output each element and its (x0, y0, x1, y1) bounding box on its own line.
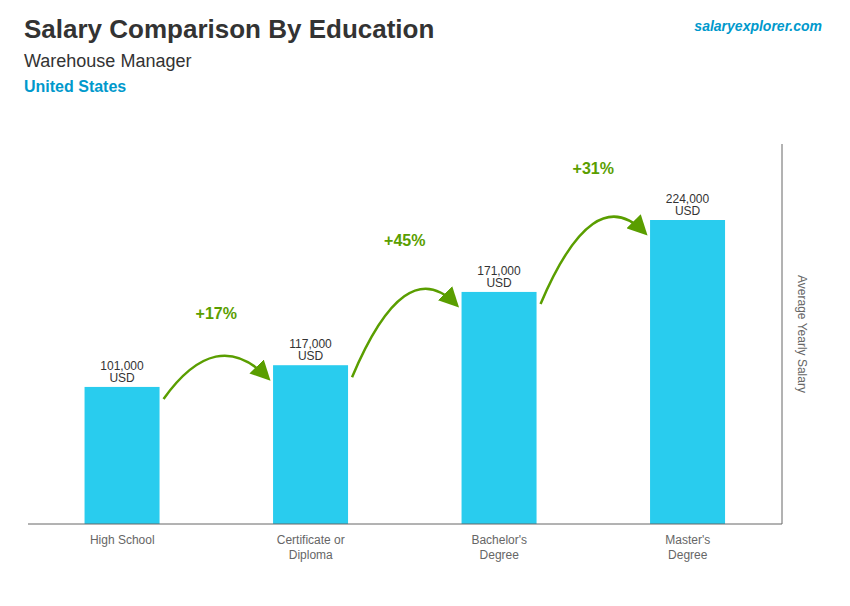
svg-text:Certificate orDiploma: Certificate orDiploma (277, 533, 345, 562)
svg-text:+31%: +31% (573, 160, 614, 177)
html-text:Salary Comparison By Education: Salary Comparison By Education (24, 14, 435, 44)
html-text:Warehouse Manager: Warehouse Manager (24, 51, 192, 71)
svg-text:+45%: +45% (384, 232, 425, 249)
svg-text:Bachelor'sDegree: Bachelor'sDegree (471, 533, 527, 562)
svg-text:High School: High School (90, 533, 155, 547)
html-text:United States: United States (24, 78, 127, 95)
svg-text:224,000USD: 224,000USD (666, 192, 710, 218)
svg-text:+17%: +17% (196, 305, 237, 322)
svg-text:Master'sDegree: Master'sDegree (665, 533, 710, 562)
svg-text:117,000USD: 117,000USD (289, 337, 332, 363)
svg-text:101,000USD: 101,000USD (100, 359, 144, 385)
html-text:salaryexplorer.com: salaryexplorer.com (694, 18, 822, 34)
svg-text:171,000USD: 171,000USD (477, 264, 521, 290)
svg-text:Average Yearly Salary: Average Yearly Salary (795, 275, 809, 393)
